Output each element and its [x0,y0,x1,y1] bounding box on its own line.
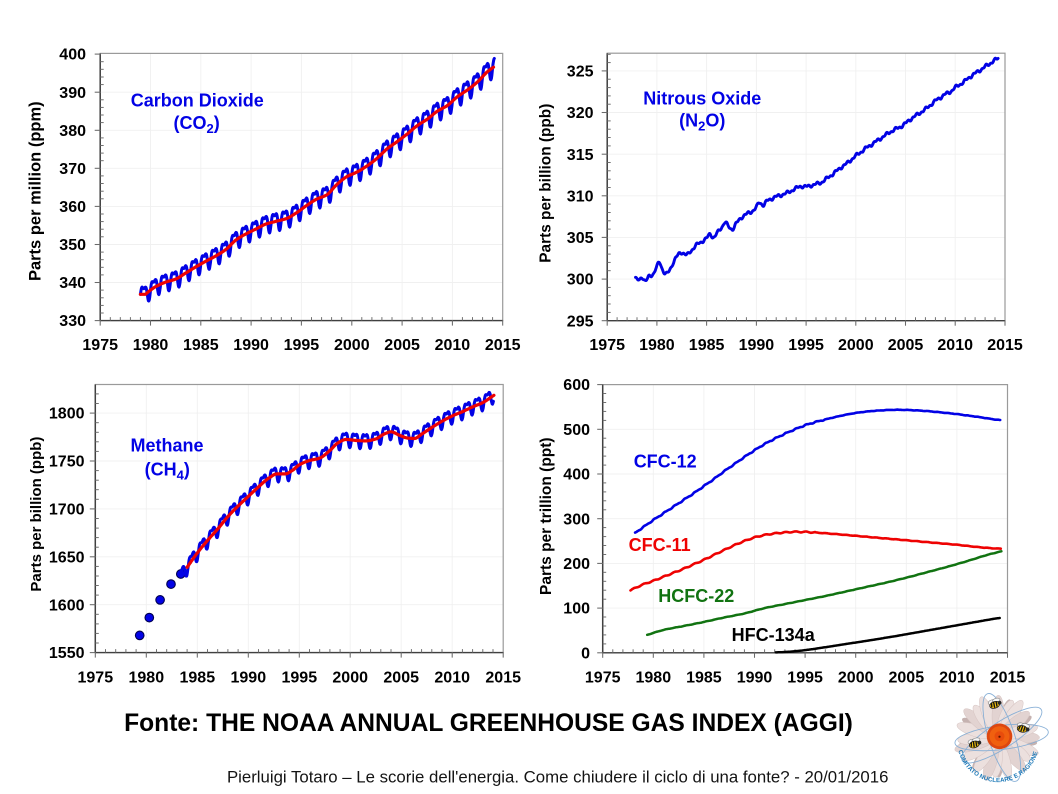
svg-text:1975: 1975 [78,670,114,687]
svg-text:CFC-12: CFC-12 [634,452,697,472]
svg-text:Carbon Dioxide: Carbon Dioxide [131,91,264,111]
svg-text:1985: 1985 [183,337,219,354]
svg-text:1990: 1990 [231,670,267,687]
svg-text:1975: 1975 [589,337,625,354]
svg-text:1980: 1980 [636,670,672,687]
svg-text:2005: 2005 [889,670,925,687]
svg-text:380: 380 [59,123,86,140]
svg-text:330: 330 [59,313,86,330]
svg-text:2010: 2010 [435,337,471,354]
svg-text:2000: 2000 [838,337,874,354]
svg-text:2005: 2005 [383,670,419,687]
svg-text:2000: 2000 [334,337,370,354]
svg-text:2000: 2000 [332,670,368,687]
svg-text:300: 300 [567,272,594,289]
svg-text:1800: 1800 [49,406,85,423]
svg-text:1990: 1990 [233,337,269,354]
svg-text:CFC-11: CFC-11 [629,535,691,555]
svg-text:500: 500 [563,422,590,439]
svg-text:2000: 2000 [838,670,874,687]
svg-text:300: 300 [563,511,590,528]
svg-text:Parts per billion (ppb): Parts per billion (ppb) [28,437,45,592]
svg-text:2015: 2015 [485,337,521,354]
svg-text:2015: 2015 [987,337,1023,354]
svg-text:2010: 2010 [939,670,975,687]
svg-text:200: 200 [563,556,590,573]
svg-text:1995: 1995 [282,670,318,687]
svg-text:360: 360 [59,199,86,216]
svg-text:340: 340 [59,275,86,292]
svg-text:1990: 1990 [737,670,773,687]
svg-text:1985: 1985 [686,670,722,687]
svg-text:1990: 1990 [739,337,775,354]
svg-text:0: 0 [581,645,590,662]
svg-text:2010: 2010 [434,670,470,687]
svg-text:1995: 1995 [788,337,824,354]
svg-text:390: 390 [59,85,86,102]
svg-text:1985: 1985 [180,670,216,687]
svg-text:Parts per million (ppm): Parts per million (ppm) [27,101,45,281]
svg-text:600: 600 [563,377,590,394]
svg-text:2015: 2015 [990,670,1026,687]
svg-text:2005: 2005 [888,337,924,354]
svg-text:Methane: Methane [130,436,203,456]
svg-text:310: 310 [567,188,594,205]
svg-text:1975: 1975 [82,337,118,354]
svg-text:295: 295 [567,313,594,330]
svg-text:1975: 1975 [585,670,621,687]
svg-text:1650: 1650 [49,549,85,566]
svg-text:Fonte: THE NOAA ANNUAL GREENHO: Fonte: THE NOAA ANNUAL GREENHOUSE GAS IN… [124,710,853,737]
svg-text:2015: 2015 [485,670,521,687]
svg-text:315: 315 [567,147,594,164]
svg-text:1980: 1980 [133,337,169,354]
svg-text:Parts per trillion (ppt): Parts per trillion (ppt) [538,437,555,595]
svg-text:305: 305 [567,230,594,247]
svg-text:1985: 1985 [689,337,725,354]
svg-text:1995: 1995 [787,670,823,687]
svg-text:350: 350 [59,237,86,254]
svg-text:1980: 1980 [129,670,165,687]
svg-text:(CH4): (CH4) [145,459,190,482]
svg-text:Pierluigi Totaro – Le scorie d: Pierluigi Totaro – Le scorie dell'energi… [227,767,889,786]
svg-text:2005: 2005 [384,337,420,354]
svg-text:Nitrous Oxide: Nitrous Oxide [643,88,761,108]
svg-text:1600: 1600 [49,597,85,614]
svg-text:Parts per billion (ppb): Parts per billion (ppb) [538,104,555,263]
svg-text:2010: 2010 [937,337,973,354]
svg-text:HCFC-22: HCFC-22 [658,586,734,606]
svg-text:320: 320 [567,105,594,122]
svg-text:100: 100 [563,601,590,618]
svg-text:325: 325 [567,64,594,81]
svg-text:1550: 1550 [49,645,85,662]
svg-text:1980: 1980 [639,337,675,354]
svg-text:1750: 1750 [49,454,85,471]
svg-text:370: 370 [59,161,86,178]
svg-text:400: 400 [563,467,590,484]
svg-text:1700: 1700 [49,502,85,519]
svg-text:1995: 1995 [284,337,320,354]
svg-text:400: 400 [59,47,86,64]
svg-text:(CO2): (CO2) [173,113,219,136]
svg-text:(N2O): (N2O) [679,110,725,133]
svg-text:HFC-134a: HFC-134a [732,625,816,645]
